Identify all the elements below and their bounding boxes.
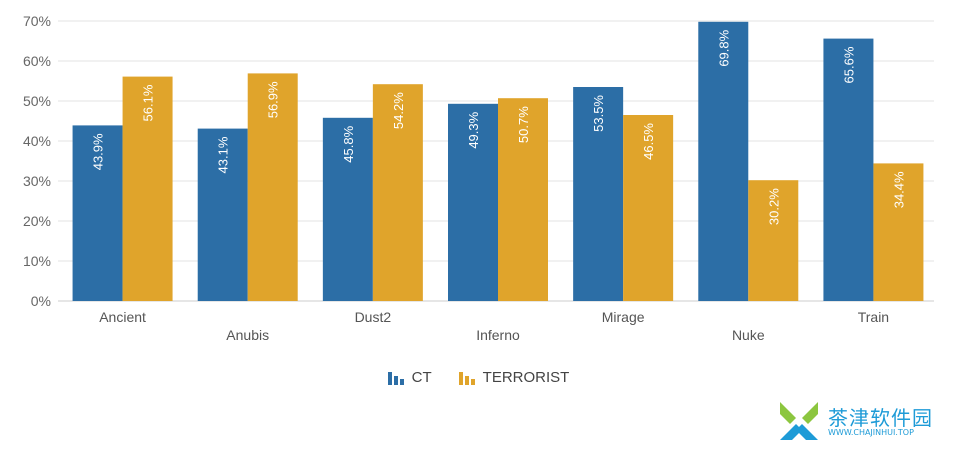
data-label: 65.6% <box>841 46 856 83</box>
data-label: 54.2% <box>391 92 406 129</box>
x-category-label: Anubis <box>226 327 269 343</box>
y-tick-label: 0% <box>31 293 51 309</box>
watermark-url: WWW.CHAJINHUI.TOP <box>828 428 914 437</box>
bar-ct-dust2[interactable] <box>322 117 373 301</box>
bar-chart-icon <box>387 372 404 385</box>
data-label: 30.2% <box>766 188 781 225</box>
bar-ct-anubis[interactable] <box>197 128 248 301</box>
bar-terrorist-anubis[interactable] <box>247 73 298 302</box>
data-label: 34.4% <box>891 171 906 208</box>
bar-terrorist-train[interactable] <box>873 163 924 301</box>
data-labels: 43.9% 56.1% 43.1% 56.9% 45.8% 54.2% 49.3% 50.7%… <box>91 29 907 225</box>
bar-ct-ancient[interactable] <box>72 125 123 302</box>
legend: CT TERRORIST <box>0 366 956 388</box>
data-label: 43.9% <box>91 133 106 170</box>
watermark-logo-icon <box>780 402 818 440</box>
y-tick-label: 30% <box>23 173 51 189</box>
x-category-label: Ancient <box>99 309 146 325</box>
y-tick-label: 20% <box>23 213 51 229</box>
watermark: 茶津软件园 WWW.CHAJINHUI.TOP <box>776 398 956 446</box>
data-label: 46.5% <box>641 123 656 160</box>
y-tick-label: 70% <box>23 13 51 29</box>
x-category-label: Inferno <box>476 327 520 343</box>
bar-ct-mirage[interactable] <box>573 87 624 301</box>
bar-terrorist-inferno[interactable] <box>498 98 548 301</box>
x-category-label: Nuke <box>732 327 765 343</box>
x-category-label: Mirage <box>602 309 645 325</box>
data-label: 56.1% <box>141 84 156 121</box>
y-tick-label: 40% <box>23 133 51 149</box>
x-category-label: Train <box>858 309 889 325</box>
bar-ct-inferno[interactable] <box>448 103 498 301</box>
legend-item-terrorist[interactable]: TERRORIST <box>458 368 570 386</box>
data-label: 45.8% <box>341 125 356 162</box>
data-label: 53.5% <box>591 95 606 132</box>
data-label: 43.1% <box>216 136 231 173</box>
legend-label-terrorist: TERRORIST <box>482 368 570 386</box>
y-axis-ticks: 0% 10% 20% 30% 40% 50% 60% 70% <box>23 13 51 309</box>
y-tick-label: 50% <box>23 93 51 109</box>
data-label: 49.3% <box>466 111 481 148</box>
x-category-label: Dust2 <box>355 309 392 325</box>
bar-terrorist-ancient[interactable] <box>122 76 173 301</box>
legend-label-ct: CT <box>411 368 432 386</box>
bar-ct-train[interactable] <box>823 38 874 301</box>
bar-terrorist-mirage[interactable] <box>623 115 674 301</box>
bar-chart: 0% 10% 20% 30% 40% 50% 60% 70% 43.9% 56.1% 43.1% 5… <box>23 13 934 343</box>
watermark-text: 茶津软件园 <box>828 406 933 430</box>
bars <box>72 21 924 302</box>
y-tick-label: 60% <box>23 53 51 69</box>
x-axis-categories: Ancient Anubis Dust2 Inferno Mirage Nuke Train <box>99 309 889 343</box>
legend-item-ct[interactable]: CT <box>387 369 432 386</box>
bar-ct-nuke[interactable] <box>698 21 749 302</box>
data-label: 56.9% <box>266 81 281 118</box>
data-label: 69.8% <box>716 29 731 66</box>
bar-chart-icon <box>458 372 475 385</box>
bar-terrorist-dust2[interactable] <box>372 84 423 301</box>
y-tick-label: 10% <box>23 253 51 269</box>
bar-terrorist-nuke[interactable] <box>748 180 799 301</box>
data-label: 50.7% <box>516 106 531 143</box>
